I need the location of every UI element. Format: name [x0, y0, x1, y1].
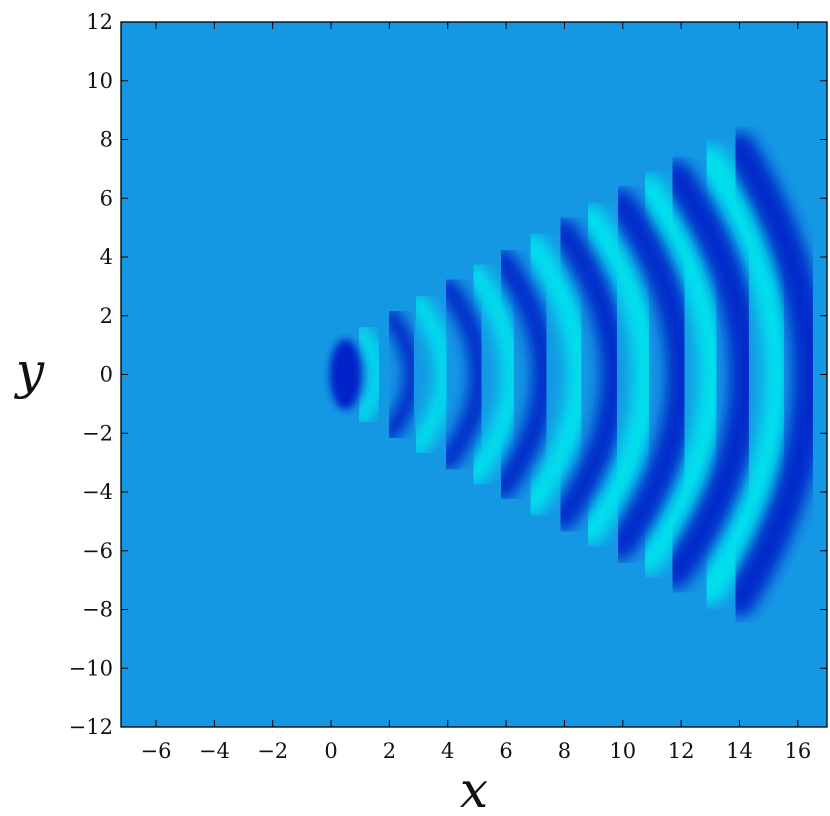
trough-band-5 [549, 218, 628, 531]
y-tick-label: −4 [82, 480, 113, 504]
trough-band-3 [437, 277, 491, 472]
trough-band-4 [491, 249, 556, 500]
x-tick-label: 14 [726, 739, 753, 763]
x-tick-label: −4 [199, 739, 230, 763]
y-tick-label: −12 [69, 715, 113, 739]
x-tick-label: 0 [324, 739, 337, 763]
trough-band-2 [380, 307, 423, 442]
y-tick-label: 6 [100, 186, 113, 210]
x-tick-label: −6 [141, 739, 172, 763]
crest-band-3 [464, 263, 524, 486]
y-axis-label: y [14, 342, 45, 400]
x-tick-label: 6 [499, 739, 512, 763]
y-tick-label: −10 [69, 656, 113, 680]
x-tick-label: −2 [257, 739, 288, 763]
x-axis-label: x [460, 761, 488, 816]
crest-band-5 [576, 204, 661, 545]
trough-band-8 [722, 132, 827, 617]
y-tick-label: 10 [86, 69, 113, 93]
y-tick-label: −2 [82, 421, 113, 445]
y-tick-label: 4 [100, 245, 113, 269]
x-tick-label: 2 [383, 739, 396, 763]
trough-band-1 [329, 339, 362, 410]
trough-band-6 [606, 188, 696, 561]
y-tick-label: 0 [100, 363, 113, 387]
x-tick-label: 16 [784, 739, 811, 763]
x-tick-label: 8 [558, 739, 571, 763]
crest-band-4 [520, 233, 592, 516]
x-axis-ticks: −6 −4 −2 0 2 4 6 8 10 12 14 16 [141, 22, 811, 763]
y-tick-label: 8 [100, 128, 113, 152]
x-tick-label: 4 [441, 739, 454, 763]
y-tick-label: −8 [82, 598, 113, 622]
y-tick-label: 12 [86, 10, 113, 34]
x-tick-label: 10 [609, 739, 636, 763]
plot-area [120, 21, 828, 728]
y-tick-label: −6 [82, 539, 113, 563]
x-tick-label: 12 [668, 739, 695, 763]
crest-band-7 [693, 144, 798, 605]
wave-bands [329, 132, 827, 617]
crest-band-6 [633, 174, 729, 575]
trough-band-7 [660, 160, 762, 589]
y-axis-ticks: −12 −10 −8 −6 −4 −2 0 2 4 6 8 10 12 [69, 10, 827, 739]
y-tick-label: 2 [100, 304, 113, 328]
crest-band-1 [351, 322, 387, 427]
crest-band-2 [407, 293, 455, 456]
